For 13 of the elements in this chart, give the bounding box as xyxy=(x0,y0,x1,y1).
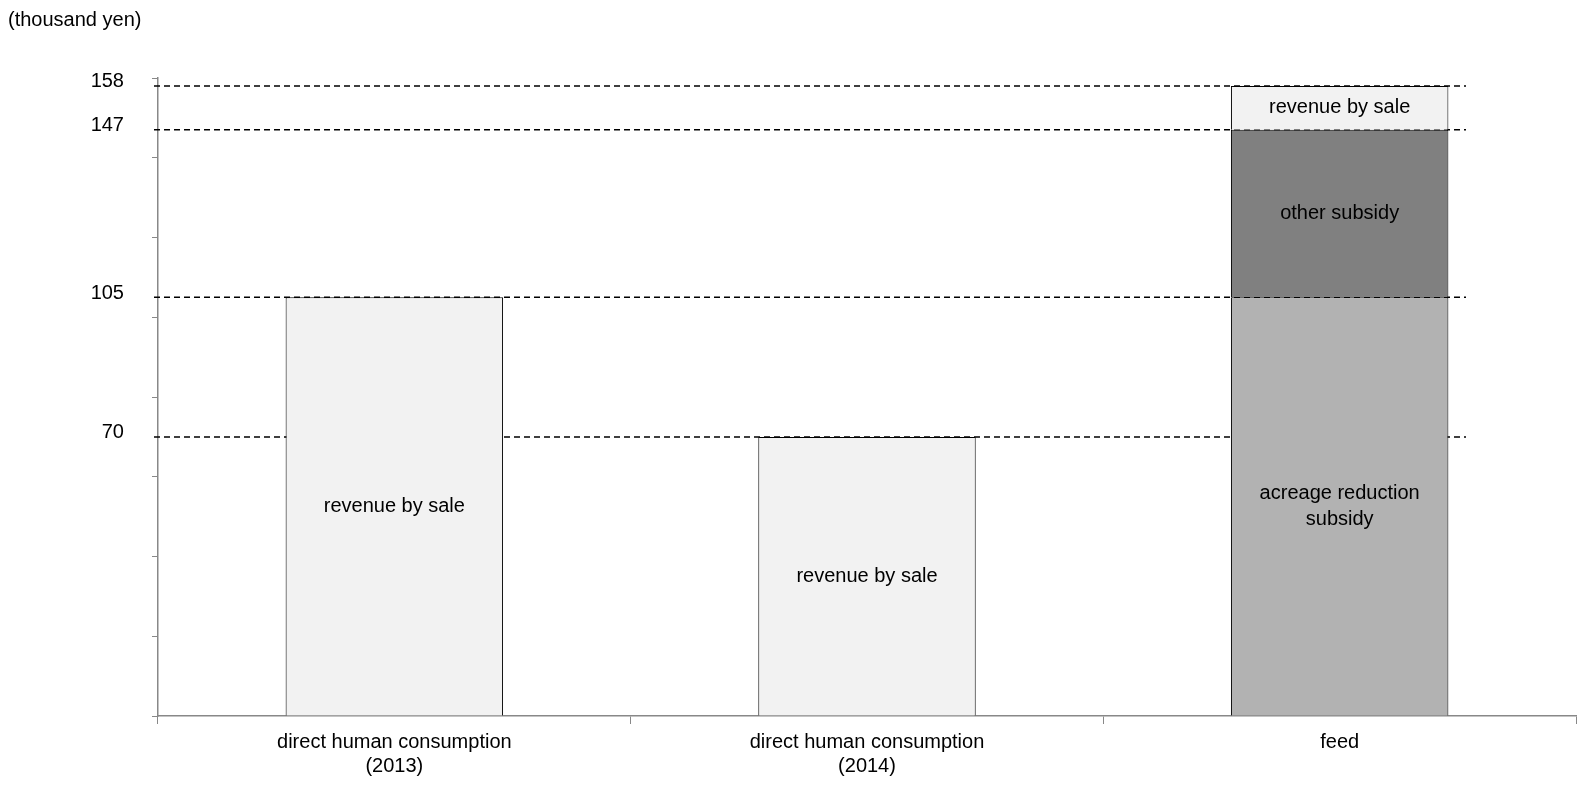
x-tick-label: direct human consumption (2013) xyxy=(277,729,512,776)
ref-line-label: 147 xyxy=(90,113,124,136)
x-tick-label: direct human consumption (2014) xyxy=(749,729,985,776)
series-label: other subsidy xyxy=(1280,201,1400,224)
text: revenue by sale xyxy=(323,493,465,516)
text: revenue by sale xyxy=(796,563,938,586)
ref-line-label: 158 xyxy=(90,69,124,92)
series-label: acreage reduction subsidy xyxy=(1259,480,1420,529)
ref-line-label: 70 xyxy=(101,420,124,443)
y-axis-title: (thousand yen) xyxy=(8,7,142,30)
series-label: revenue by sale xyxy=(1269,95,1411,118)
x-tick-label: feed xyxy=(1320,729,1360,752)
ref-line-label: 105 xyxy=(90,280,124,303)
